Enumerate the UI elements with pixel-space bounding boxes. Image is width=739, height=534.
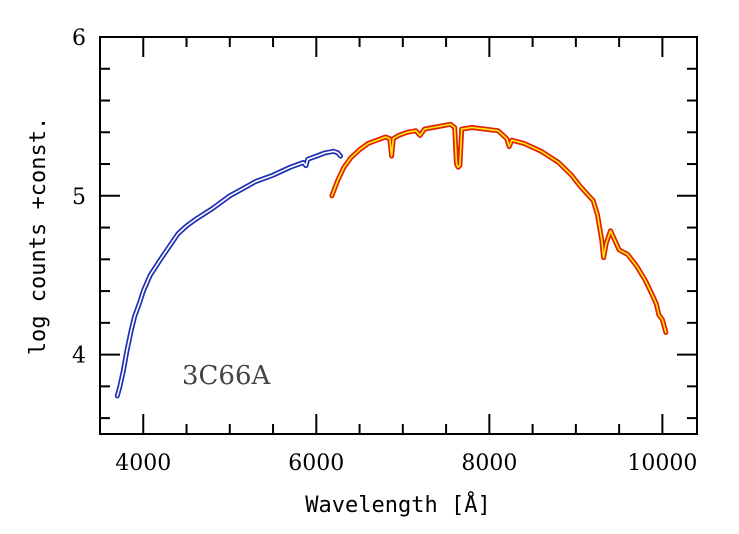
x-tick-label: 4000: [115, 451, 171, 476]
series-2-line: [329, 121, 669, 335]
axis-ticks: [99, 36, 697, 434]
series-layer: [114, 121, 669, 399]
y-axis-title: log counts +const.: [26, 117, 51, 355]
plot-frame: [99, 36, 698, 435]
annotation-label: 3C66A: [182, 361, 272, 391]
x-tick-label: 8000: [461, 451, 517, 476]
series-1: [114, 148, 343, 399]
y-tick-label: 6: [72, 26, 86, 51]
y-tick-label: 4: [72, 344, 86, 369]
x-axis-title: Wavelength [Å]: [305, 491, 490, 518]
series-2-core: [331, 123, 667, 334]
y-tick-labels: 4 5 6: [72, 26, 86, 369]
x-tick-labels: 4000 6000 8000 10000: [115, 451, 697, 476]
series-2: [329, 121, 669, 335]
series-1-core: [116, 150, 342, 397]
x-tick-label: 10000: [627, 451, 697, 476]
y-tick-label: 5: [72, 185, 86, 210]
x-tick-label: 6000: [288, 451, 344, 476]
